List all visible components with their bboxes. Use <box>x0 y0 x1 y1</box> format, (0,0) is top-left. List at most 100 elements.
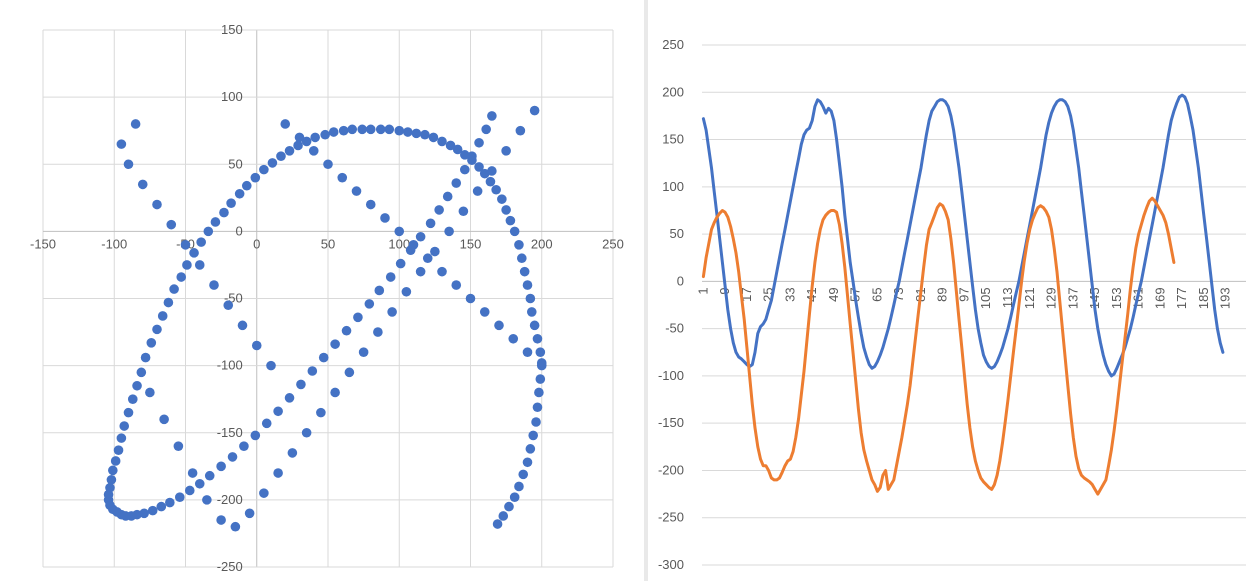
scatter-point <box>387 307 397 317</box>
scatter-point <box>491 184 501 195</box>
scatter-point <box>451 280 462 290</box>
x-tick-label: 97 <box>956 287 971 301</box>
scatter-point <box>139 508 149 519</box>
y-tick-label: -250 <box>658 510 684 525</box>
scatter-point <box>328 127 339 137</box>
scatter-point <box>110 456 121 466</box>
x-tick-label: 33 <box>782 287 797 301</box>
scatter-point <box>347 124 358 135</box>
scatter-point <box>519 266 530 277</box>
line-chart-panel: -300 -250 -200 -150 -100 -50 0 50 100 150 200 250 1 9… <box>648 0 1250 581</box>
scatter-point <box>173 441 184 451</box>
x-tick-label: 113 <box>1000 287 1015 308</box>
scatter-point <box>501 205 511 215</box>
scatter-point <box>108 465 118 476</box>
scatter-point <box>474 162 484 172</box>
x-tick-label: 50 <box>321 236 335 251</box>
scatter-point <box>374 285 385 296</box>
scatter-point <box>127 394 138 404</box>
scatter-point <box>497 194 507 204</box>
y-tick-label: -100 <box>217 358 243 373</box>
scatter-point <box>437 266 447 277</box>
scatter-point <box>132 509 142 520</box>
scatter-point <box>216 461 226 472</box>
y-tick-label: -100 <box>658 368 684 383</box>
scatter-point <box>156 501 167 512</box>
scatter-point <box>430 246 440 257</box>
scatter-point <box>330 339 340 349</box>
scatter-point <box>508 333 519 344</box>
scatter-point <box>505 215 516 226</box>
x-tick-label: 200 <box>531 236 553 251</box>
scatter-point <box>353 312 363 323</box>
scatter-point <box>394 125 405 136</box>
scatter-point <box>375 124 386 135</box>
scatter-point <box>273 468 283 478</box>
scatter-point <box>460 150 470 160</box>
scatter-chart: -150-100-50050100150200250-250-200-150-1… <box>30 22 624 574</box>
scatter-point <box>509 492 520 502</box>
scatter-point <box>531 417 541 427</box>
y-tick-label: -300 <box>658 557 684 572</box>
scatter-point <box>194 260 205 270</box>
scatter-point <box>237 320 248 331</box>
scatter-point <box>509 226 520 237</box>
scatter-point <box>341 325 352 336</box>
scatter-point <box>532 402 543 413</box>
scatter-point <box>460 164 470 175</box>
scatter-point <box>364 299 375 309</box>
scatter-point <box>294 132 305 143</box>
scatter-point <box>467 151 477 161</box>
scatter-point <box>526 307 537 317</box>
scatter-point <box>522 347 533 358</box>
scatter-point <box>422 253 433 264</box>
scatter-point <box>517 253 527 264</box>
scatter-point <box>284 393 295 403</box>
scatter-point <box>385 272 396 282</box>
scatter-point <box>514 240 524 250</box>
x-tick-label: 250 <box>602 236 624 251</box>
scatter-point <box>152 324 162 335</box>
y-tick-label: 200 <box>662 84 684 99</box>
x-tick-label: 49 <box>826 287 841 301</box>
y-tick-label: -250 <box>217 559 243 574</box>
scatter-point <box>307 366 318 376</box>
scatter-point <box>401 286 412 297</box>
x-tick-label: 105 <box>978 287 993 309</box>
y-tick-label: 50 <box>670 226 684 241</box>
scatter-point <box>411 128 422 139</box>
x-tick-label: -150 <box>30 236 56 251</box>
scatter-point <box>380 213 390 223</box>
scatter-point <box>136 367 147 378</box>
scatter-point <box>210 217 221 227</box>
scatter-point <box>182 260 192 270</box>
scatter-point <box>494 320 504 331</box>
y-tick-label: 100 <box>221 89 243 104</box>
scatter-point <box>529 105 540 116</box>
x-tick-label: 153 <box>1109 287 1124 309</box>
scatter-point <box>434 205 444 215</box>
scatter-point <box>189 248 199 258</box>
y-tick-label: 150 <box>662 132 684 147</box>
scatter-point <box>458 206 469 217</box>
scatter-point <box>166 219 177 230</box>
scatter-point <box>180 240 191 250</box>
x-tick-label: 150 <box>460 236 482 251</box>
y-tick-label: 0 <box>236 223 243 238</box>
scatter-point <box>338 125 349 136</box>
scatter-point <box>203 226 214 237</box>
scatter-point <box>116 433 127 443</box>
scatter-point <box>244 508 255 519</box>
scatter-point <box>437 136 447 147</box>
scatter-point <box>330 387 340 398</box>
x-tick-label: 1 <box>695 287 710 294</box>
scatter-point <box>230 521 241 532</box>
scatter-point <box>123 407 134 418</box>
scatter-point <box>301 136 312 147</box>
scatter-point <box>284 146 295 156</box>
y-tick-label: 100 <box>662 179 684 194</box>
scatter-point <box>146 338 157 348</box>
scatter-point <box>296 379 306 390</box>
x-tick-label: 129 <box>1044 287 1059 309</box>
scatter-point <box>522 457 533 468</box>
